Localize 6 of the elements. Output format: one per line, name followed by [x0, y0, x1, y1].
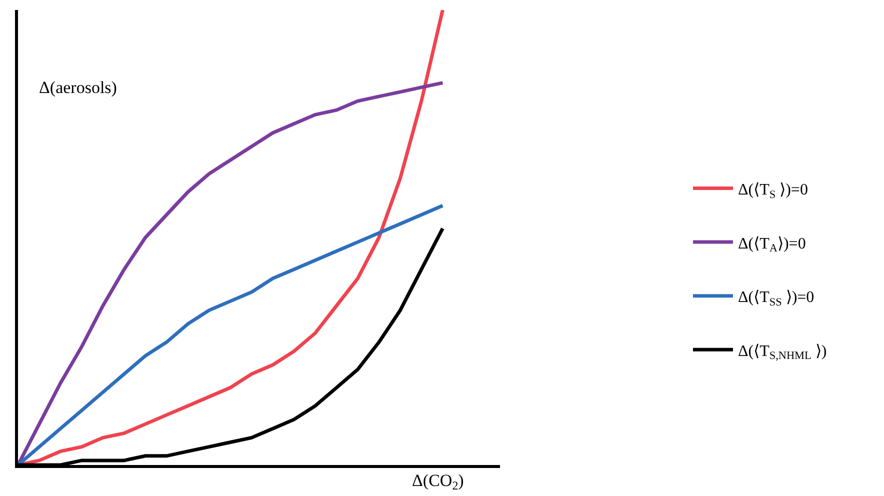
- legend-label: Δ(⟨T$_{S}$ ⟩)=0: [738, 181, 808, 201]
- x-axis-title: Δ(CO$_{2}$): [412, 471, 464, 493]
- legend-label: Δ(⟨T$_{SS}$ ⟩)=0: [738, 289, 814, 308]
- y-axis-title: Δ(aerosols): [39, 78, 117, 97]
- legend-label: Δ(⟨T$_{A}$⟩)=0: [738, 235, 806, 255]
- legend-label: Δ(⟨T$_{S,NHML}$ ⟩): [738, 342, 827, 362]
